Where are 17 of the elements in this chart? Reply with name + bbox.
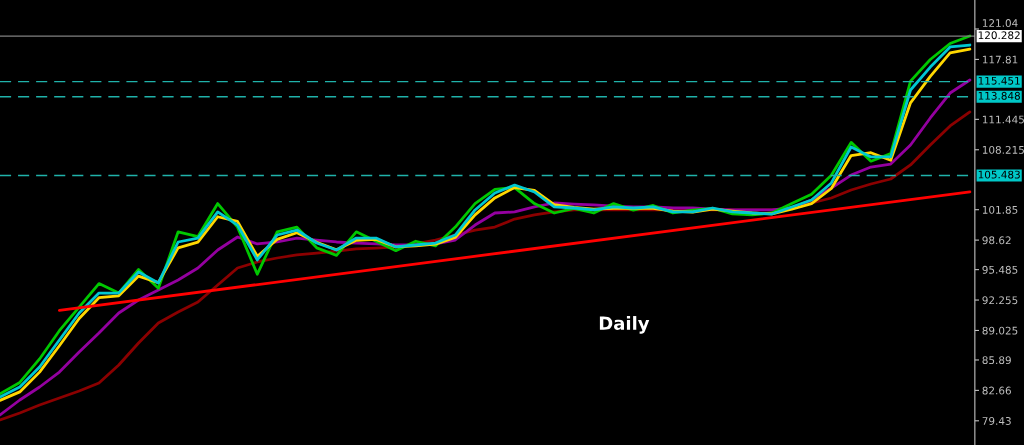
ref-line-label: 115.451 [978,76,1020,85]
ref-line-label: 120.282 [978,31,1020,40]
y-tick-label: 89.025 [982,326,1018,335]
y-tick-label: 108.215 [982,145,1024,154]
ref-line-label: 113.848 [978,91,1020,100]
y-tick-label: 79.43 [982,417,1011,425]
y-tick-label: 121.04 [982,19,1018,27]
y-tick-label: 111.445 [982,115,1024,124]
y-tick-label: 92.255 [982,296,1018,305]
y-tick-label: 117.81 [982,55,1018,64]
y-tick-label: 85.89 [982,356,1011,365]
ref-line-label: 105.483 [978,170,1020,179]
annotation: Daily [599,316,650,334]
y-tick-label: 95.485 [982,265,1018,274]
y-tick-label: 101.85 [982,205,1018,214]
y-tick-label: 98.62 [982,236,1011,245]
y-tick-label: 82.66 [982,386,1011,395]
